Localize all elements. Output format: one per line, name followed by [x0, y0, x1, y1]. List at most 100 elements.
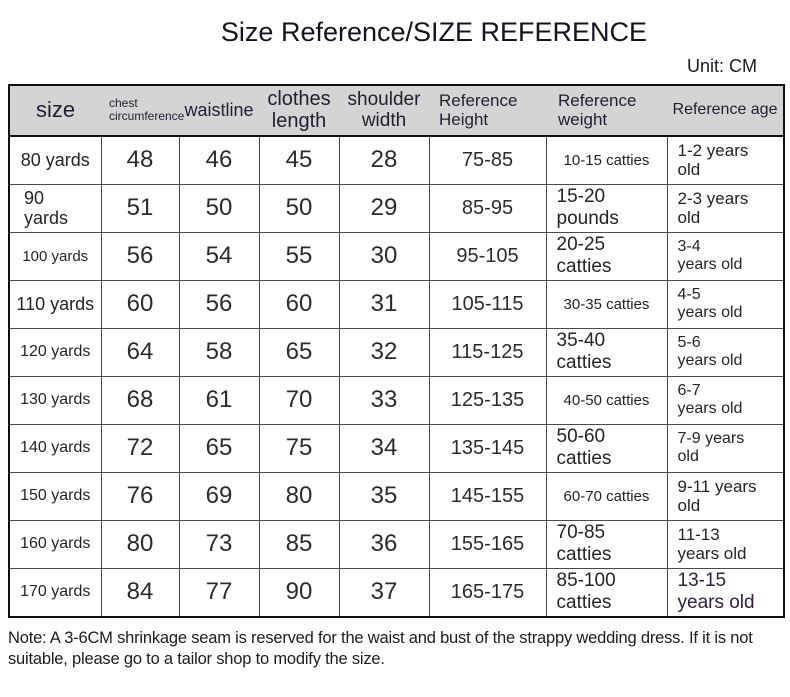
cell-waist: 73 [178, 519, 260, 569]
cell-chest: 48 [100, 135, 180, 185]
cell-size: 140 yards [8, 423, 102, 473]
cell-shoulder: 36 [338, 519, 430, 569]
table-row: 150 yards 76 69 80 35 145-155 60-70 catt… [8, 471, 785, 521]
cell-chest: 76 [100, 471, 180, 521]
header-chest-circumference: chest circumference [101, 85, 184, 137]
cell-waist: 77 [178, 567, 260, 618]
cell-size: 130 yards [8, 375, 102, 425]
cell-size: 160 yards [8, 519, 102, 569]
cell-size: 150 yards [8, 471, 102, 521]
cell-clothes: 85 [258, 519, 340, 569]
cell-height: 75-85 [428, 135, 547, 185]
cell-height: 125-135 [428, 375, 547, 425]
header-clothes-length: clothes length [259, 85, 339, 137]
table-row: 140 yards 72 65 75 34 135-145 50-60 catt… [8, 423, 785, 473]
cell-weight: 40-50 catties [545, 375, 668, 425]
cell-waist: 65 [178, 423, 260, 473]
cell-shoulder: 35 [338, 471, 430, 521]
cell-size: 170 yards [8, 567, 102, 618]
cell-weight: 60-70 catties [545, 471, 668, 521]
cell-shoulder: 30 [338, 231, 430, 281]
header-size: size [9, 85, 101, 137]
cell-age: 4-5 years old [666, 279, 785, 329]
header-reference-weight: Reference weight [546, 85, 667, 137]
cell-clothes: 45 [258, 135, 340, 185]
size-reference-page: Size Reference/SIZE REFERENCE Unit: CM s… [0, 17, 790, 697]
size-table: size chest circumference waistline cloth… [8, 84, 785, 618]
cell-clothes: 80 [258, 471, 340, 521]
cell-waist: 58 [178, 327, 260, 377]
header-reference-height: Reference Height [429, 85, 546, 137]
cell-shoulder: 37 [338, 567, 430, 618]
cell-chest: 51 [100, 183, 180, 233]
cell-chest: 72 [100, 423, 180, 473]
cell-size: 120 yards [8, 327, 102, 377]
cell-weight: 20-25 catties [545, 231, 668, 281]
cell-shoulder: 32 [338, 327, 430, 377]
note-text: Note: A 3-6CM shrinkage seam is reserved… [8, 628, 753, 668]
cell-waist: 56 [178, 279, 260, 329]
table-row: 160 yards 80 73 85 36 155-165 70-85 catt… [8, 519, 785, 569]
cell-height: 135-145 [428, 423, 547, 473]
cell-age: 5-6 years old [666, 327, 785, 377]
cell-chest: 68 [100, 375, 180, 425]
cell-age: 2-3 years old [666, 183, 785, 233]
cell-shoulder: 28 [338, 135, 430, 185]
cell-weight: 50-60 catties [545, 423, 668, 473]
cell-size: 100 yards [8, 231, 102, 281]
cell-weight: 70-85 catties [545, 519, 668, 569]
cell-waist: 50 [178, 183, 260, 233]
cell-weight: 10-15 catties [545, 135, 668, 185]
header-waistline: waistline [179, 85, 259, 137]
cell-clothes: 50 [258, 183, 340, 233]
cell-clothes: 55 [258, 231, 340, 281]
header-shoulder-width: shoulder width [339, 85, 429, 137]
cell-weight: 35-40 catties [545, 327, 668, 377]
cell-height: 105-115 [428, 279, 547, 329]
cell-chest: 60 [100, 279, 180, 329]
cell-height: 165-175 [428, 567, 547, 618]
cell-clothes: 75 [258, 423, 340, 473]
page-title: Size Reference/SIZE REFERENCE [220, 17, 648, 47]
cell-age: 3-4 years old [666, 231, 785, 281]
cell-height: 95-105 [428, 231, 547, 281]
header-reference-age: Reference age [667, 85, 784, 137]
table-row: 110 yards 60 56 60 31 105-115 30-35 catt… [8, 279, 785, 329]
cell-age: 1-2 years old [666, 135, 785, 185]
cell-height: 145-155 [428, 471, 547, 521]
cell-height: 85-95 [428, 183, 547, 233]
unit-label: Unit: CM [686, 56, 757, 76]
cell-waist: 69 [178, 471, 260, 521]
cell-age: 11-13 years old [666, 519, 785, 569]
cell-shoulder: 29 [338, 183, 430, 233]
cell-waist: 46 [178, 135, 260, 185]
cell-weight: 30-35 catties [545, 279, 668, 329]
cell-height: 115-125 [428, 327, 547, 377]
cell-chest: 64 [100, 327, 180, 377]
cell-waist: 61 [178, 375, 260, 425]
cell-weight: 15-20 pounds [545, 183, 668, 233]
cell-age: 9-11 years old [666, 471, 785, 521]
cell-height: 155-165 [428, 519, 547, 569]
cell-waist: 54 [178, 231, 260, 281]
cell-chest: 84 [100, 567, 180, 618]
table-row: 90 yards 51 50 50 29 85-95 15-20 pounds … [8, 183, 785, 233]
cell-shoulder: 33 [338, 375, 430, 425]
table-row: 170 yards 84 77 90 37 165-175 85-100 cat… [8, 567, 785, 618]
table-row: 130 yards 68 61 70 33 125-135 40-50 catt… [8, 375, 785, 425]
table-row: 100 yards 56 54 55 30 95-105 20-25 catti… [8, 231, 785, 281]
table-row: 120 yards 64 58 65 32 115-125 35-40 catt… [8, 327, 785, 377]
cell-age: 7-9 years old [666, 423, 785, 473]
cell-clothes: 70 [258, 375, 340, 425]
cell-chest: 56 [100, 231, 180, 281]
cell-shoulder: 34 [338, 423, 430, 473]
cell-clothes: 65 [258, 327, 340, 377]
cell-weight: 85-100 catties [545, 567, 668, 618]
cell-chest: 80 [100, 519, 180, 569]
cell-shoulder: 31 [338, 279, 430, 329]
table-row: 80 yards 48 46 45 28 75-85 10-15 catties… [8, 135, 785, 185]
cell-clothes: 90 [258, 567, 340, 618]
cell-age: 13-15 years old [666, 567, 785, 618]
cell-size: 110 yards [8, 279, 102, 329]
cell-size: 90 yards [8, 183, 102, 233]
